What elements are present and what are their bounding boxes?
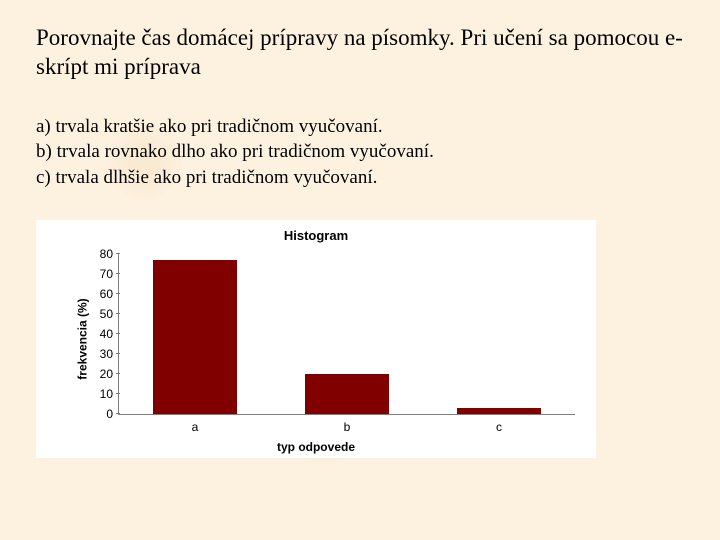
histogram-chart: Histogram frekvencia (%) 010203040506070… [36,220,596,458]
chart-ytick: 0 [106,407,119,421]
chart-ytick: 40 [100,327,119,341]
chart-ytick: 10 [100,387,119,401]
option-b: b) trvala rovnako dlho ako pri tradičnom… [36,139,684,165]
chart-xtick: b [344,414,351,434]
chart-xtick: a [192,414,199,434]
question-heading: Porovnajte čas domácej prípravy na písom… [36,24,684,82]
chart-title: Histogram [36,228,596,243]
chart-ytick: 80 [100,247,119,261]
chart-plot-area: 01020304050607080abc [118,254,575,415]
chart-ylabel: frekvencia (%) [76,299,90,380]
option-c: c) trvala dlhšie ako pri tradičnom vyučo… [36,165,684,191]
chart-xlabel: typ odpovede [36,440,596,454]
chart-ytick: 20 [100,367,119,381]
chart-ytick: 70 [100,267,119,281]
chart-ytick: 30 [100,347,119,361]
option-a: a) trvala kratšie ako pri tradičnom vyuč… [36,114,684,140]
chart-xtick: c [496,414,502,434]
chart-bar [305,374,389,414]
chart-ytick: 60 [100,287,119,301]
chart-bar [153,260,237,414]
chart-ytick: 50 [100,307,119,321]
answer-options: a) trvala kratšie ako pri tradičnom vyuč… [36,114,684,191]
